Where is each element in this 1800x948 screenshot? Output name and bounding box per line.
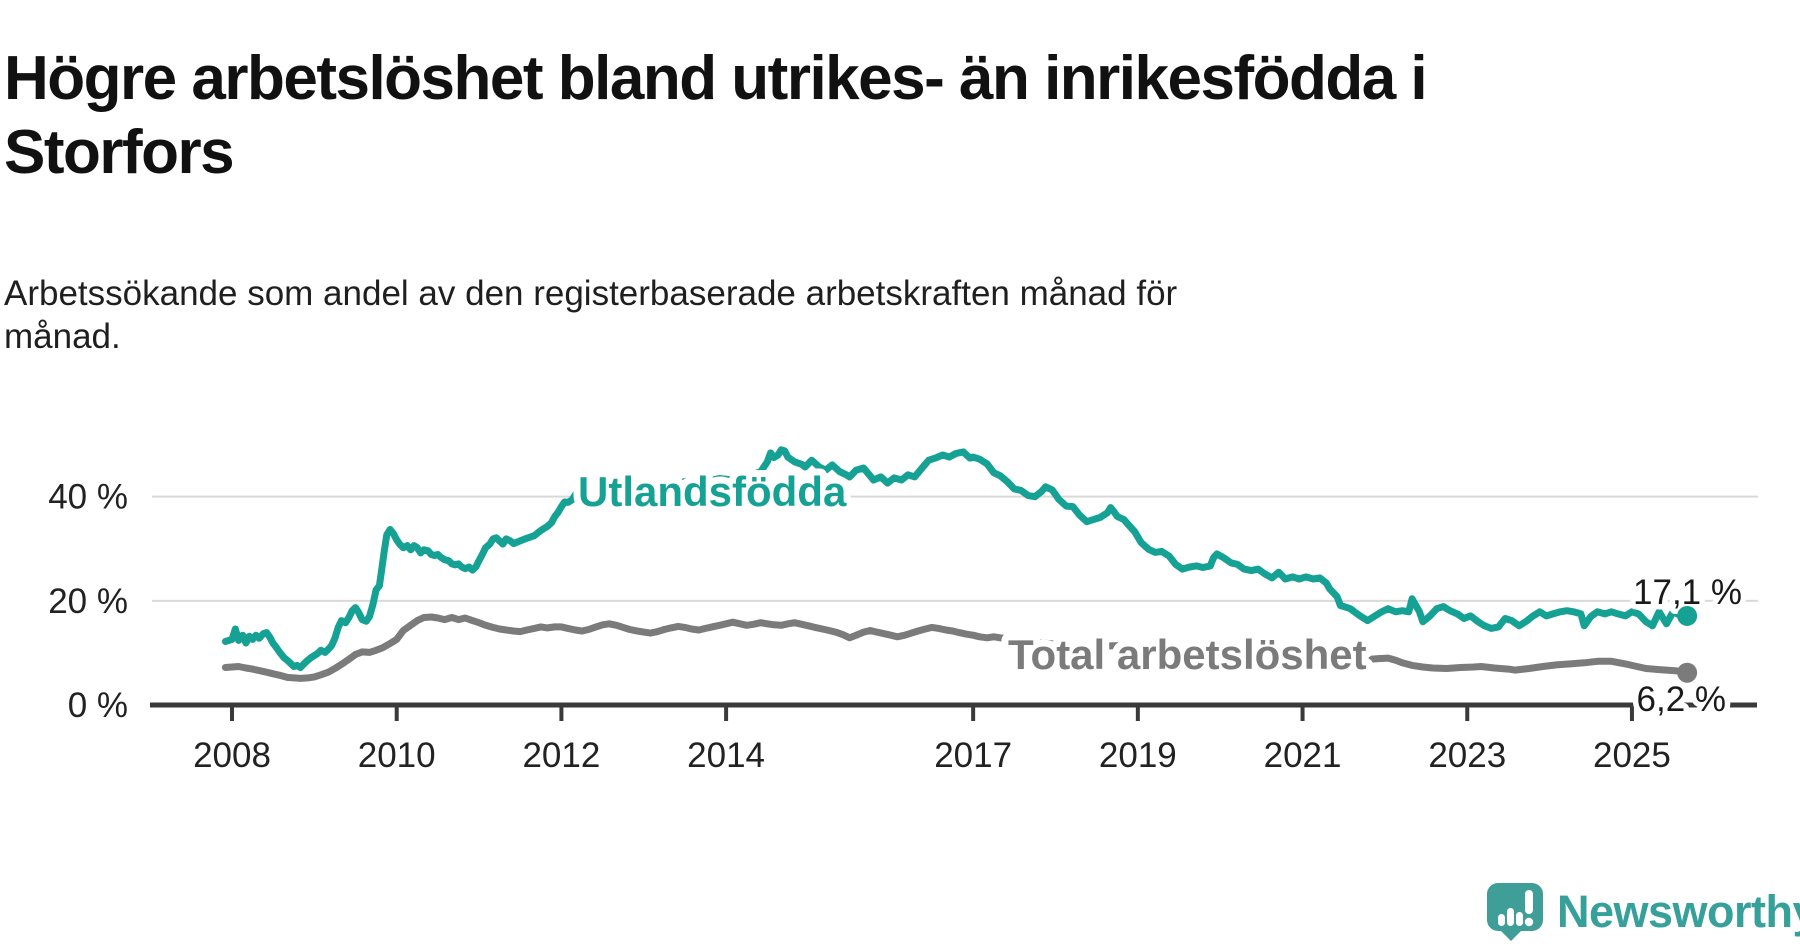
logo-bubble-shape (1487, 883, 1543, 941)
newsworthy-logo-icon (1487, 883, 1543, 941)
series-label-utlandsfodda: Utlandsfödda (578, 468, 847, 515)
y-axis-label-20: 20 % (48, 582, 128, 621)
x-axis-label-2025: 2025 (1593, 736, 1671, 775)
logo-bar-1 (1498, 914, 1505, 926)
x-axis-label-2008: 2008 (193, 736, 271, 775)
series-line-utlandsfodda (221, 446, 1691, 671)
end-value-label-total: 6,2 % (1637, 680, 1727, 719)
chart-title: Högre arbetslöshet bland utrikes- än inr… (4, 43, 1428, 187)
x-axis-label-2010: 2010 (358, 736, 436, 775)
logo-bar-2 (1507, 908, 1514, 926)
series-line-total (221, 613, 1691, 682)
series-label-total: Total arbetslöshet (1008, 631, 1367, 678)
logo-bar-3 (1516, 912, 1523, 926)
chart-subtitle: Arbetssökande som andel av den registerb… (4, 274, 1178, 356)
end-value-label-utlandsfodda: 17,1 % (1633, 573, 1742, 612)
logo-exclamation-bar (1525, 890, 1533, 914)
logo-exclamation-dot (1524, 917, 1534, 927)
series-end-dot-total (1677, 662, 1698, 683)
x-axis-label-2017: 2017 (934, 736, 1012, 775)
x-axis-label-2021: 2021 (1264, 736, 1342, 775)
x-axis-label-2012: 2012 (522, 736, 600, 775)
y-axis-label-0: 0 % (68, 686, 128, 725)
x-axis-label-2014: 2014 (687, 736, 765, 775)
x-axis-label-2023: 2023 (1428, 736, 1506, 775)
newsworthy-logo: Newsworthy (1486, 882, 1800, 942)
series-end-dot-utlandsfodda (1677, 605, 1698, 626)
x-axis-label-2019: 2019 (1099, 736, 1177, 775)
y-axis-label-40: 40 % (48, 478, 128, 517)
newsworthy-brand-text: Newsworthy (1557, 886, 1800, 937)
